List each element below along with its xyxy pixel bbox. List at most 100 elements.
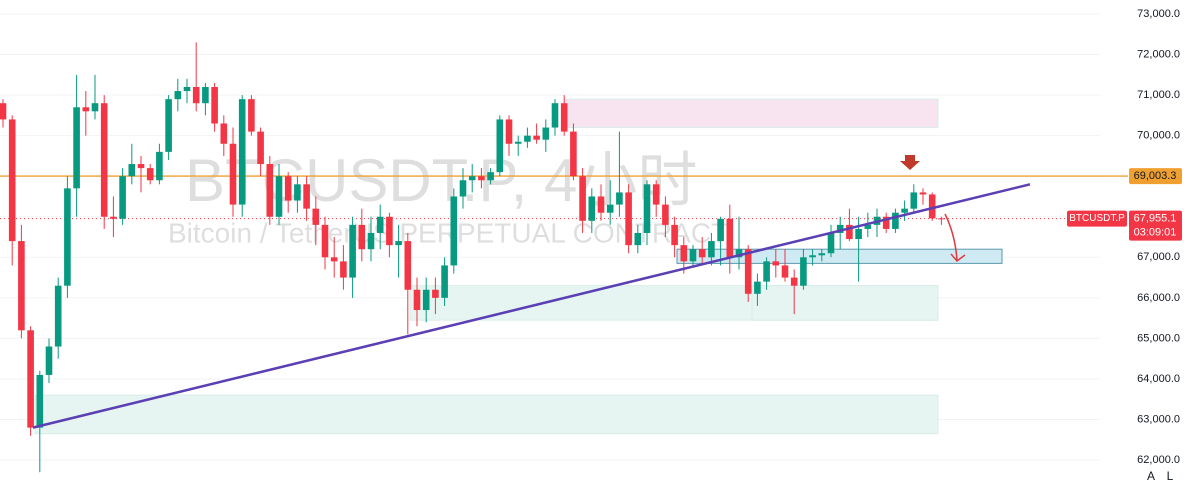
candle-body <box>349 224 356 278</box>
candle-body <box>634 232 642 246</box>
y-tick-label: 72,000.0 <box>1137 48 1180 60</box>
arrow-down <box>900 155 920 170</box>
candle-body <box>616 192 623 205</box>
candle-body <box>855 228 862 240</box>
scale-button[interactable]: L <box>1167 469 1174 483</box>
candle-body <box>183 86 191 92</box>
candle-body <box>459 180 467 197</box>
candle-body <box>606 204 614 213</box>
candle-body <box>827 232 835 254</box>
candle-body <box>27 330 34 428</box>
candle-body <box>496 119 504 173</box>
symbol-label: BTCUSDT.P <box>1069 213 1125 224</box>
hline-tag <box>1129 168 1182 185</box>
candle-body <box>18 241 25 331</box>
candle-body <box>413 289 421 311</box>
candle-body <box>248 99 255 132</box>
candle-body <box>836 224 844 233</box>
candle-body <box>54 285 62 347</box>
candle-body <box>165 99 172 152</box>
y-tick-label: 70,000.0 <box>1137 130 1180 142</box>
candle-body <box>570 131 577 177</box>
candle-body <box>8 119 16 242</box>
candle-body <box>156 151 163 181</box>
last-price-label: 67,955.1 <box>1134 212 1177 224</box>
hline-label: 69,003.3 <box>1134 170 1177 182</box>
candle-body <box>174 91 182 100</box>
candle-body <box>340 261 347 278</box>
candle-body <box>0 103 7 120</box>
candle-body <box>717 218 724 242</box>
candle-body <box>64 188 71 286</box>
candle-body <box>781 265 789 278</box>
candle-body <box>91 103 99 112</box>
candle-body <box>312 208 320 225</box>
candle-body <box>551 103 559 128</box>
candle-body <box>882 216 890 229</box>
zone <box>676 248 1003 264</box>
y-tick-label: 66,000.0 <box>1137 292 1180 304</box>
candle-body <box>928 194 936 219</box>
candle-body <box>919 192 927 195</box>
zone <box>34 394 939 435</box>
candle-body <box>202 86 209 104</box>
candle-body <box>680 245 688 262</box>
price-tag <box>1129 210 1182 241</box>
candle-body <box>45 346 53 375</box>
candle-body <box>294 184 301 201</box>
candle-body <box>505 119 513 144</box>
candle-body <box>818 253 826 256</box>
candle-body <box>330 257 338 262</box>
candle-body <box>146 168 154 181</box>
candle-body <box>422 289 430 311</box>
candle-body <box>533 135 540 140</box>
candle-body <box>220 123 228 144</box>
candle-body <box>772 261 780 266</box>
candle-body <box>901 208 908 213</box>
candle-body <box>800 257 807 286</box>
candle-body <box>478 176 485 181</box>
candle-body <box>376 216 384 233</box>
candle-body <box>257 131 264 165</box>
candle-body <box>367 232 375 250</box>
candle-body <box>395 241 402 246</box>
candle-body <box>809 255 816 258</box>
candle-body <box>689 249 697 262</box>
candle-body <box>698 249 706 258</box>
candle-body <box>864 224 872 229</box>
candle-body <box>910 192 918 209</box>
candle-body <box>432 289 439 298</box>
candle-body <box>275 176 283 217</box>
candle-body <box>662 204 669 225</box>
candle-body <box>128 164 136 177</box>
candle-body <box>763 261 770 282</box>
candle-body <box>110 216 117 219</box>
candle-body <box>404 241 412 290</box>
candle-body <box>266 164 274 217</box>
candle-body <box>597 196 605 213</box>
candle-body <box>524 135 531 142</box>
candle-body <box>588 196 596 221</box>
candle-body <box>468 176 476 181</box>
candle-body <box>560 103 568 132</box>
candle-body <box>625 192 632 246</box>
y-tick-label: 73,000.0 <box>1137 8 1180 20</box>
candle-body <box>303 184 310 209</box>
candle-body <box>514 141 522 144</box>
candle-body <box>100 103 108 217</box>
candle-body <box>892 212 899 229</box>
candle-body <box>321 224 329 258</box>
candle-body <box>708 241 715 258</box>
candle-body <box>735 249 743 258</box>
candle-body <box>671 224 678 246</box>
zone <box>564 98 939 129</box>
candle-body <box>542 127 550 140</box>
candle-body <box>726 218 734 258</box>
y-tick-label: 63,000.0 <box>1137 413 1180 425</box>
candle-body <box>744 249 752 294</box>
zone <box>751 285 939 321</box>
scale-button[interactable]: A <box>1147 469 1155 483</box>
y-tick-label: 65,000.0 <box>1137 332 1180 344</box>
y-tick-label: 71,000.0 <box>1137 89 1180 101</box>
candle-body <box>754 281 761 294</box>
